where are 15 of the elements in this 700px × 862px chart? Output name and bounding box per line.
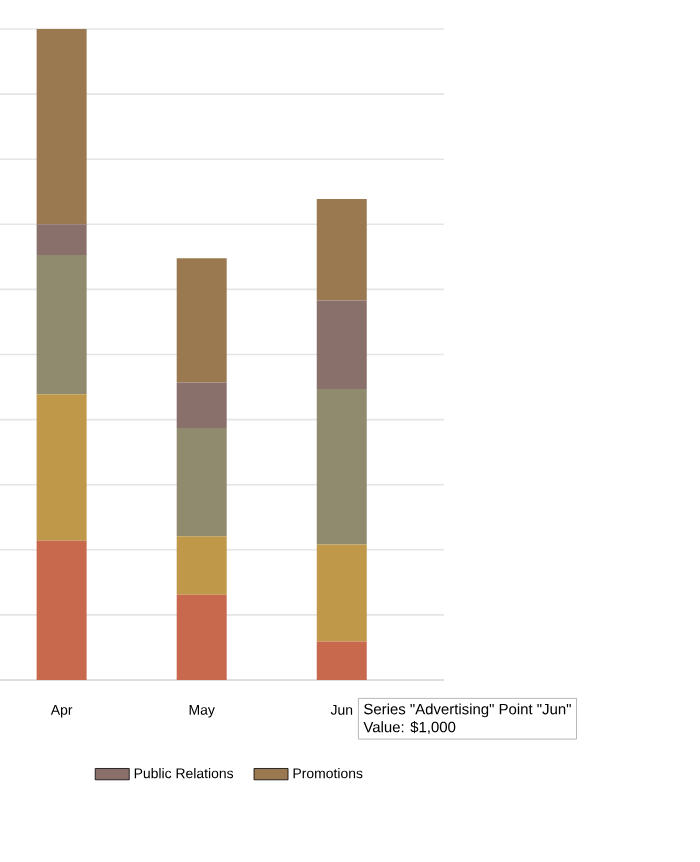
bar (316, 544, 367, 642)
bar (36, 394, 87, 541)
bar (176, 536, 227, 595)
bar (176, 428, 227, 537)
bar (316, 300, 367, 390)
bar (316, 389, 367, 545)
bar (36, 540, 87, 680)
bar (176, 594, 227, 680)
bar (36, 254, 87, 395)
bar (36, 224, 87, 255)
bar (316, 641, 367, 680)
bar (176, 258, 227, 383)
bar (36, 29, 87, 225)
bar (316, 198, 367, 301)
bar (176, 382, 227, 429)
